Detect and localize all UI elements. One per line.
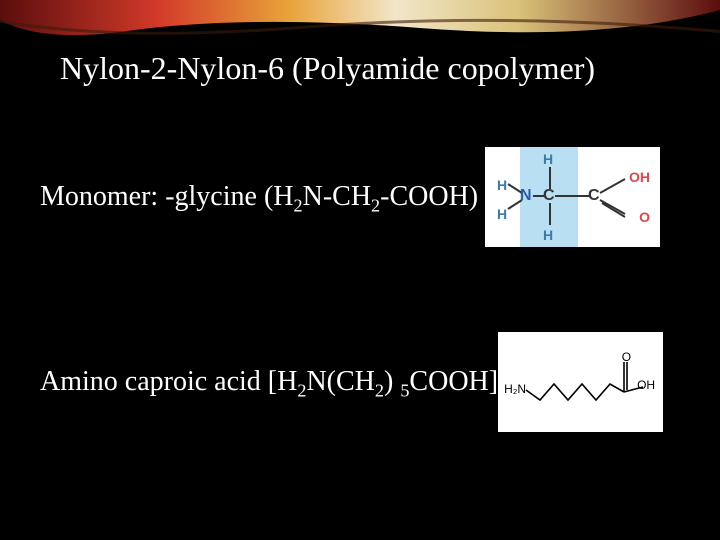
amino-caproic-structure-image: H₂N O OH (498, 332, 663, 432)
atom-h: H (543, 227, 553, 243)
atom-c: C (588, 187, 600, 205)
slide-title: Nylon-2-Nylon-6 (Polyamide copolymer) (60, 50, 680, 87)
atom-h: H (543, 151, 553, 167)
atom-h: H (497, 206, 507, 222)
amino-sub2: 2 (375, 381, 384, 401)
label-oh: OH (637, 378, 655, 392)
atom-h: H (497, 177, 507, 193)
monomer-row: Monomer: -glycine (H2N-CH2-COOH) H H H H… (40, 147, 680, 247)
atom-n: N (520, 187, 532, 205)
amino-mid2: ) (384, 366, 400, 397)
monomer-mid: N-CH (303, 181, 371, 212)
amino-suffix: COOH] (409, 366, 498, 397)
monomer-prefix: Monomer: -glycine (H (40, 181, 294, 212)
amino-row: Amino caproic acid [H2N(CH2) 5COOH] H₂N … (40, 332, 680, 432)
slide-content: Nylon-2-Nylon-6 (Polyamide copolymer) Mo… (0, 0, 720, 540)
glycine-structure-image: H H H H N C C OH O (485, 147, 660, 247)
monomer-sub2: 2 (371, 196, 380, 216)
label-o: O (622, 350, 631, 364)
atom-oh: OH (629, 169, 650, 185)
amino-mid1: N(CH (306, 366, 374, 397)
monomer-text: Monomer: -glycine (H2N-CH2-COOH) (40, 181, 478, 213)
amino-prefix: Amino caproic acid [H (40, 366, 297, 397)
monomer-suffix: -COOH) (380, 181, 478, 212)
monomer-sub1: 2 (294, 196, 303, 216)
atom-o: O (639, 209, 650, 225)
amino-text: Amino caproic acid [H2N(CH2) 5COOH] (40, 366, 498, 398)
label-h2n: H₂N (504, 382, 526, 396)
